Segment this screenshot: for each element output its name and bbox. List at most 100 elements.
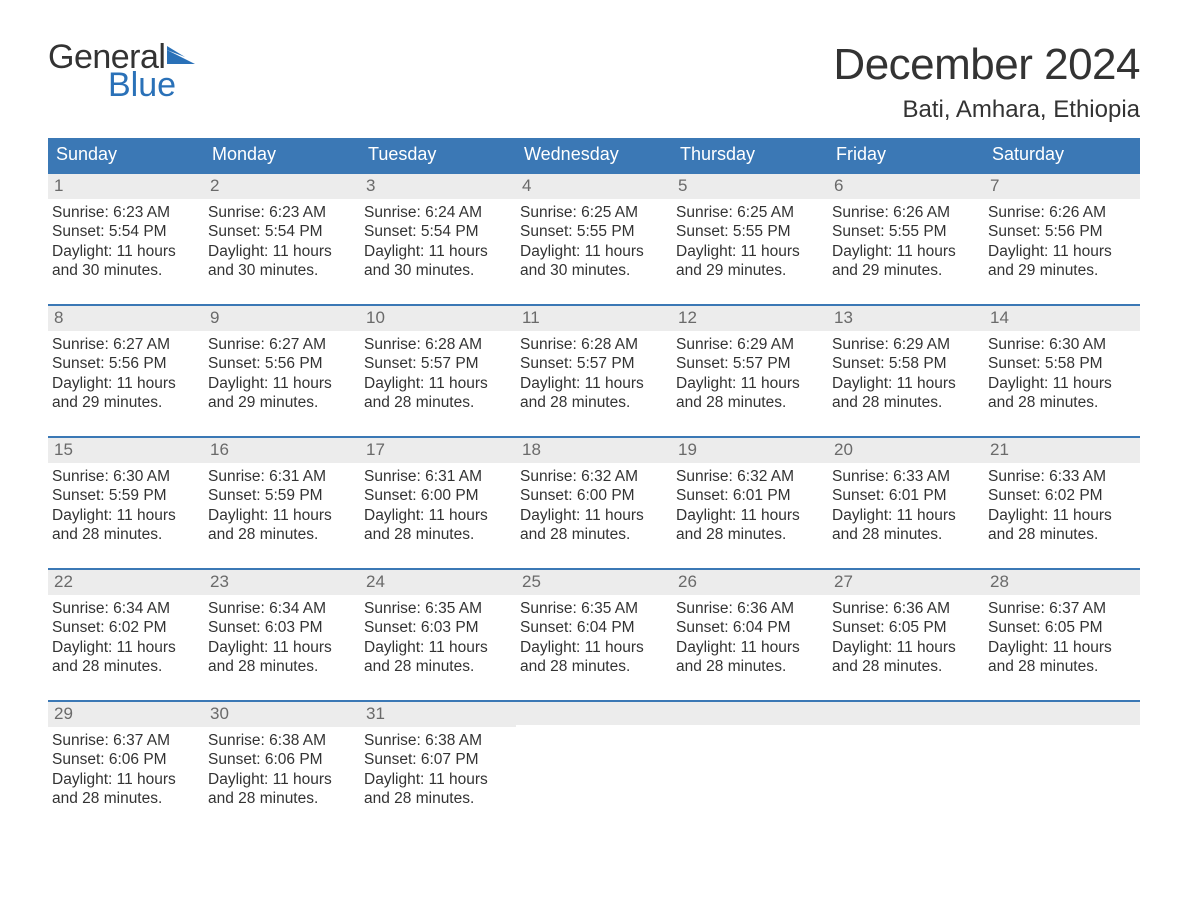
day-number: 9 <box>204 306 360 331</box>
calendar-day <box>672 702 828 822</box>
calendar-day: 25Sunrise: 6:35 AMSunset: 6:04 PMDayligh… <box>516 570 672 690</box>
sunset-line: Sunset: 5:56 PM <box>988 222 1134 241</box>
sunset-line: Sunset: 6:04 PM <box>520 618 666 637</box>
sunrise-line: Sunrise: 6:37 AM <box>52 731 198 750</box>
calendar-week: 15Sunrise: 6:30 AMSunset: 5:59 PMDayligh… <box>48 436 1140 558</box>
day-details: Sunrise: 6:36 AMSunset: 6:05 PMDaylight:… <box>828 595 984 681</box>
daylight-line-1: Daylight: 11 hours <box>520 638 666 657</box>
day-details: Sunrise: 6:34 AMSunset: 6:02 PMDaylight:… <box>48 595 204 681</box>
sunset-line: Sunset: 5:54 PM <box>364 222 510 241</box>
day-number: 15 <box>48 438 204 463</box>
calendar-day: 2Sunrise: 6:23 AMSunset: 5:54 PMDaylight… <box>204 174 360 294</box>
sunrise-line: Sunrise: 6:29 AM <box>676 335 822 354</box>
calendar-day: 29Sunrise: 6:37 AMSunset: 6:06 PMDayligh… <box>48 702 204 822</box>
daylight-line-2: and 28 minutes. <box>364 657 510 676</box>
day-details: Sunrise: 6:37 AMSunset: 6:05 PMDaylight:… <box>984 595 1140 681</box>
calendar-day: 6Sunrise: 6:26 AMSunset: 5:55 PMDaylight… <box>828 174 984 294</box>
daylight-line-1: Daylight: 11 hours <box>208 506 354 525</box>
sunset-line: Sunset: 5:55 PM <box>832 222 978 241</box>
sunset-line: Sunset: 5:55 PM <box>520 222 666 241</box>
sunset-line: Sunset: 5:57 PM <box>676 354 822 373</box>
daylight-line-1: Daylight: 11 hours <box>676 638 822 657</box>
calendar-week: 29Sunrise: 6:37 AMSunset: 6:06 PMDayligh… <box>48 700 1140 822</box>
calendar-day: 27Sunrise: 6:36 AMSunset: 6:05 PMDayligh… <box>828 570 984 690</box>
daylight-line-2: and 28 minutes. <box>52 525 198 544</box>
calendar-day: 20Sunrise: 6:33 AMSunset: 6:01 PMDayligh… <box>828 438 984 558</box>
calendar-day: 14Sunrise: 6:30 AMSunset: 5:58 PMDayligh… <box>984 306 1140 426</box>
sunrise-line: Sunrise: 6:30 AM <box>52 467 198 486</box>
daylight-line-1: Daylight: 11 hours <box>676 506 822 525</box>
daylight-line-1: Daylight: 11 hours <box>208 374 354 393</box>
sunset-line: Sunset: 6:02 PM <box>52 618 198 637</box>
sunrise-line: Sunrise: 6:34 AM <box>52 599 198 618</box>
sunrise-line: Sunrise: 6:36 AM <box>676 599 822 618</box>
calendar-day: 11Sunrise: 6:28 AMSunset: 5:57 PMDayligh… <box>516 306 672 426</box>
daylight-line-1: Daylight: 11 hours <box>988 242 1134 261</box>
calendar-day: 12Sunrise: 6:29 AMSunset: 5:57 PMDayligh… <box>672 306 828 426</box>
sunset-line: Sunset: 5:56 PM <box>52 354 198 373</box>
day-number: 31 <box>360 702 516 727</box>
day-number: 23 <box>204 570 360 595</box>
day-details: Sunrise: 6:34 AMSunset: 6:03 PMDaylight:… <box>204 595 360 681</box>
calendar-week: 1Sunrise: 6:23 AMSunset: 5:54 PMDaylight… <box>48 172 1140 294</box>
day-details: Sunrise: 6:26 AMSunset: 5:56 PMDaylight:… <box>984 199 1140 285</box>
daylight-line-1: Daylight: 11 hours <box>988 638 1134 657</box>
daylight-line-1: Daylight: 11 hours <box>520 242 666 261</box>
day-details: Sunrise: 6:38 AMSunset: 6:06 PMDaylight:… <box>204 727 360 813</box>
calendar-day: 26Sunrise: 6:36 AMSunset: 6:04 PMDayligh… <box>672 570 828 690</box>
dow-saturday: Saturday <box>984 138 1140 172</box>
dow-thursday: Thursday <box>672 138 828 172</box>
daylight-line-1: Daylight: 11 hours <box>988 374 1134 393</box>
sunset-line: Sunset: 5:59 PM <box>52 486 198 505</box>
dow-wednesday: Wednesday <box>516 138 672 172</box>
day-number: 1 <box>48 174 204 199</box>
daylight-line-1: Daylight: 11 hours <box>676 242 822 261</box>
calendar-day <box>984 702 1140 822</box>
daylight-line-2: and 30 minutes. <box>52 261 198 280</box>
day-number: 13 <box>828 306 984 331</box>
daylight-line-2: and 29 minutes. <box>832 261 978 280</box>
day-number: 20 <box>828 438 984 463</box>
day-details: Sunrise: 6:30 AMSunset: 5:59 PMDaylight:… <box>48 463 204 549</box>
calendar-day: 15Sunrise: 6:30 AMSunset: 5:59 PMDayligh… <box>48 438 204 558</box>
day-details: Sunrise: 6:26 AMSunset: 5:55 PMDaylight:… <box>828 199 984 285</box>
day-number: 19 <box>672 438 828 463</box>
sunrise-line: Sunrise: 6:26 AM <box>988 203 1134 222</box>
sunrise-line: Sunrise: 6:33 AM <box>988 467 1134 486</box>
day-details: Sunrise: 6:33 AMSunset: 6:02 PMDaylight:… <box>984 463 1140 549</box>
daylight-line-1: Daylight: 11 hours <box>988 506 1134 525</box>
sunrise-line: Sunrise: 6:28 AM <box>364 335 510 354</box>
day-number: 12 <box>672 306 828 331</box>
day-number: 5 <box>672 174 828 199</box>
day-details: Sunrise: 6:35 AMSunset: 6:04 PMDaylight:… <box>516 595 672 681</box>
calendar-day: 28Sunrise: 6:37 AMSunset: 6:05 PMDayligh… <box>984 570 1140 690</box>
daylight-line-1: Daylight: 11 hours <box>832 374 978 393</box>
daylight-line-2: and 28 minutes. <box>676 657 822 676</box>
daylight-line-2: and 28 minutes. <box>832 525 978 544</box>
daylight-line-2: and 29 minutes. <box>208 393 354 412</box>
day-number: 16 <box>204 438 360 463</box>
day-number: 6 <box>828 174 984 199</box>
sunset-line: Sunset: 5:57 PM <box>364 354 510 373</box>
dow-tuesday: Tuesday <box>360 138 516 172</box>
sunset-line: Sunset: 6:03 PM <box>208 618 354 637</box>
sunrise-line: Sunrise: 6:29 AM <box>832 335 978 354</box>
daylight-line-1: Daylight: 11 hours <box>364 638 510 657</box>
day-details: Sunrise: 6:25 AMSunset: 5:55 PMDaylight:… <box>516 199 672 285</box>
title-block: December 2024 Bati, Amhara, Ethiopia <box>833 40 1140 124</box>
day-details: Sunrise: 6:32 AMSunset: 6:00 PMDaylight:… <box>516 463 672 549</box>
day-details: Sunrise: 6:35 AMSunset: 6:03 PMDaylight:… <box>360 595 516 681</box>
calendar-day <box>516 702 672 822</box>
calendar-day: 17Sunrise: 6:31 AMSunset: 6:00 PMDayligh… <box>360 438 516 558</box>
sunrise-line: Sunrise: 6:35 AM <box>520 599 666 618</box>
sunset-line: Sunset: 5:54 PM <box>208 222 354 241</box>
day-number: 3 <box>360 174 516 199</box>
page-title: December 2024 <box>833 40 1140 90</box>
sunset-line: Sunset: 6:01 PM <box>676 486 822 505</box>
daylight-line-2: and 28 minutes. <box>520 525 666 544</box>
dow-monday: Monday <box>204 138 360 172</box>
daylight-line-1: Daylight: 11 hours <box>364 374 510 393</box>
daylight-line-2: and 28 minutes. <box>364 789 510 808</box>
day-details: Sunrise: 6:31 AMSunset: 6:00 PMDaylight:… <box>360 463 516 549</box>
day-details: Sunrise: 6:28 AMSunset: 5:57 PMDaylight:… <box>360 331 516 417</box>
